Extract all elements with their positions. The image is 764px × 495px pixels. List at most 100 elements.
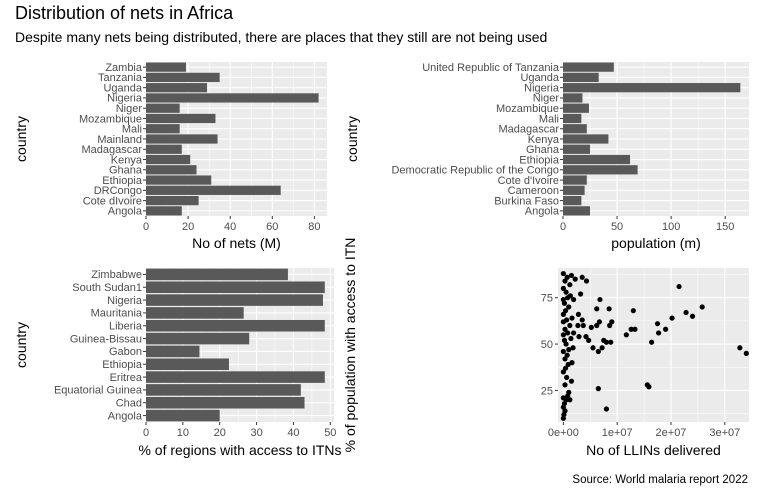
x-tick-label: 0 <box>143 427 149 439</box>
bar <box>146 93 319 103</box>
bar <box>146 384 301 396</box>
bar <box>146 409 220 422</box>
scatter-point <box>569 315 575 321</box>
scatter-point <box>565 330 571 336</box>
scatter-point <box>595 386 601 392</box>
x-axis-title: % of regions with access to ITNs <box>138 442 341 458</box>
bar <box>146 124 180 134</box>
bar <box>146 185 281 195</box>
y-tick-label: Ethiopia <box>102 175 143 187</box>
scatter-point <box>567 397 573 403</box>
x-axis-title: No of nets (M) <box>192 235 281 251</box>
bar <box>563 124 587 134</box>
scatter-point <box>569 360 575 366</box>
scatter-point <box>669 315 675 321</box>
x-tick-label: 3e+07 <box>709 427 740 439</box>
x-tick-label: 80 <box>308 221 320 233</box>
scatter-point <box>562 308 569 314</box>
scatter-point <box>566 347 572 353</box>
x-tick-label: 60 <box>266 221 278 233</box>
y-axis-title: country <box>344 116 360 162</box>
scatter-point <box>560 332 566 338</box>
source-caption: Source: World malaria report 2022 <box>572 474 748 486</box>
bar <box>146 195 199 206</box>
scatter-point <box>632 326 638 332</box>
scatter-point <box>656 330 662 336</box>
bar <box>146 268 288 281</box>
scatter-point <box>576 334 582 340</box>
bar <box>563 195 582 206</box>
x-tick-label: 50 <box>611 221 623 233</box>
scatter-point <box>570 345 576 351</box>
scatter-point <box>654 321 661 327</box>
y-tick-label: Mozambique <box>496 103 559 115</box>
x-tick-label: 2e+07 <box>656 427 687 439</box>
bar <box>146 154 191 165</box>
bar <box>146 358 229 371</box>
y-tick-label: Mali <box>539 113 559 125</box>
y-tick-label: Mozambique <box>79 113 142 125</box>
bar <box>146 371 325 383</box>
scatter-point <box>743 350 749 356</box>
chart-4: 0e+00 1e+07 2e+07 3e+07 25 50 75 No of LLINs de… <box>342 238 749 458</box>
x-tick-label: 100 <box>662 221 680 233</box>
y-tick-label: Democratic Republic of the Congo <box>391 165 559 177</box>
y-tick-label: Zimbabwe <box>91 269 142 281</box>
bar <box>146 165 197 175</box>
scatter-point <box>571 330 577 336</box>
bar <box>146 83 208 93</box>
scatter-point <box>560 270 566 277</box>
bar <box>146 113 216 124</box>
plot-panel <box>146 268 334 422</box>
bar <box>146 307 244 319</box>
scatter-point <box>575 322 581 329</box>
y-tick-label: Mainland <box>97 134 142 146</box>
scatter-point <box>567 282 573 288</box>
scatter-point <box>560 348 566 355</box>
scatter-point <box>606 306 612 312</box>
scatter-point <box>608 339 614 345</box>
y-tick-label: 25 <box>541 385 553 397</box>
scatter-point <box>571 296 577 303</box>
bar <box>146 281 325 294</box>
y-tick-label: Eritrea <box>110 372 143 384</box>
y-axis-title: country <box>13 322 29 368</box>
scatter-point <box>596 319 603 325</box>
scatter-point <box>583 278 590 284</box>
y-tick-label: Uganda <box>103 82 142 94</box>
y-tick-label: Cameroon <box>508 185 559 197</box>
scatter-point <box>597 296 603 303</box>
bar <box>563 62 614 72</box>
y-tick-label: Liberia <box>109 321 143 333</box>
scatter-point <box>566 304 572 310</box>
y-tick-label: Ethiopia <box>102 359 143 371</box>
scatter-point <box>590 345 596 351</box>
scatter-point <box>663 326 669 332</box>
y-tick-label: Uganda <box>520 72 559 84</box>
scatter-point <box>594 322 600 329</box>
y-tick-label: Niger <box>533 93 560 105</box>
y-tick-label: Madagascar <box>498 124 559 136</box>
x-tick-label: 40 <box>224 221 236 233</box>
scatter-point <box>630 308 636 314</box>
scatter-point <box>586 337 592 343</box>
bar <box>146 345 200 358</box>
scatter-point <box>567 293 573 299</box>
x-tick-label: 20 <box>214 427 226 439</box>
y-tick-label: Angola <box>108 410 143 422</box>
scatter-point <box>562 365 569 371</box>
scatter-point <box>683 309 689 316</box>
scatter-point <box>564 274 570 280</box>
y-tick-label: Chad <box>116 398 142 410</box>
y-tick-label: Nigeria <box>107 93 143 105</box>
bar <box>146 396 305 409</box>
scatter-point <box>564 374 570 381</box>
bar <box>563 83 741 93</box>
x-tick-label: 20 <box>182 221 194 233</box>
scatter-point <box>599 345 605 351</box>
x-tick-label: 0 <box>143 221 149 233</box>
